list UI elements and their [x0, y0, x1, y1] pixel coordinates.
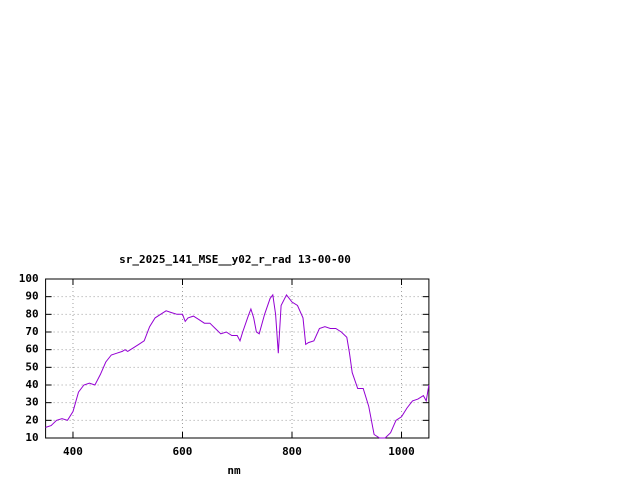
x-tick-label: 400 — [63, 445, 83, 458]
y-tick-label: 20 — [25, 413, 38, 426]
y-tick-label: 70 — [25, 325, 38, 338]
y-tick-label: 30 — [25, 396, 38, 409]
x-axis-label: nm — [227, 464, 241, 477]
x-tick-label: 800 — [282, 445, 302, 458]
y-tick-label: 80 — [25, 307, 38, 320]
y-tick-label: 40 — [25, 378, 38, 391]
y-tick-label: 60 — [25, 343, 38, 356]
chart-title: sr_2025_141_MSE__y02_r_rad 13-00-00 — [119, 253, 351, 266]
y-tick-label: 90 — [25, 290, 38, 303]
x-tick-label: 1000 — [388, 445, 415, 458]
data-line — [45, 293, 430, 439]
y-tick-label: 10 — [25, 431, 38, 444]
y-tick-label: 100 — [19, 272, 39, 285]
y-tick-label: 50 — [25, 360, 38, 373]
plot-border — [45, 278, 430, 439]
x-tick-label: 600 — [173, 445, 193, 458]
